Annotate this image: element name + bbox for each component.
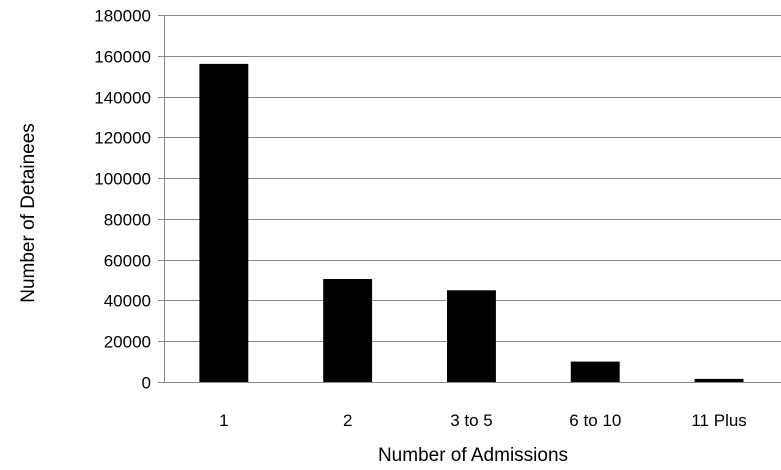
x-tick-label: 11 Plus [691,411,746,430]
y-tick-label: 140000 [94,89,151,108]
y-tick-label: 180000 [94,7,151,26]
bar-3-to-5 [447,290,496,383]
x-tick-label: 6 to 10 [569,411,621,430]
y-axis-title: Number of Detainees [18,123,39,303]
x-tick-labels: 1 2 3 to 5 6 to 10 11 Plus [219,411,747,430]
x-axis-title: Number of Admissions [378,445,568,466]
y-tick-label: 0 [142,374,151,393]
bar-2 [323,279,373,382]
x-tick-label: 1 [219,411,228,430]
bar-6-to-10 [570,361,620,382]
axes [158,15,781,383]
gridlines [164,15,781,342]
y-tick-label: 100000 [94,170,151,189]
y-tick-label: 80000 [104,211,151,230]
x-tick-label: 3 to 5 [450,411,493,430]
bar-11-plus [694,378,744,382]
y-tick-label: 120000 [94,129,151,148]
x-tick-label: 2 [343,411,352,430]
y-tick-label: 160000 [94,48,151,67]
y-tick-label: 60000 [104,252,151,271]
y-tick-label: 40000 [104,292,151,311]
bars [199,63,744,383]
bar-1 [199,63,249,383]
y-tick-label: 20000 [104,333,151,352]
y-tick-labels: 0 20000 40000 60000 80000 100000 120000 140000 1… [94,7,151,393]
